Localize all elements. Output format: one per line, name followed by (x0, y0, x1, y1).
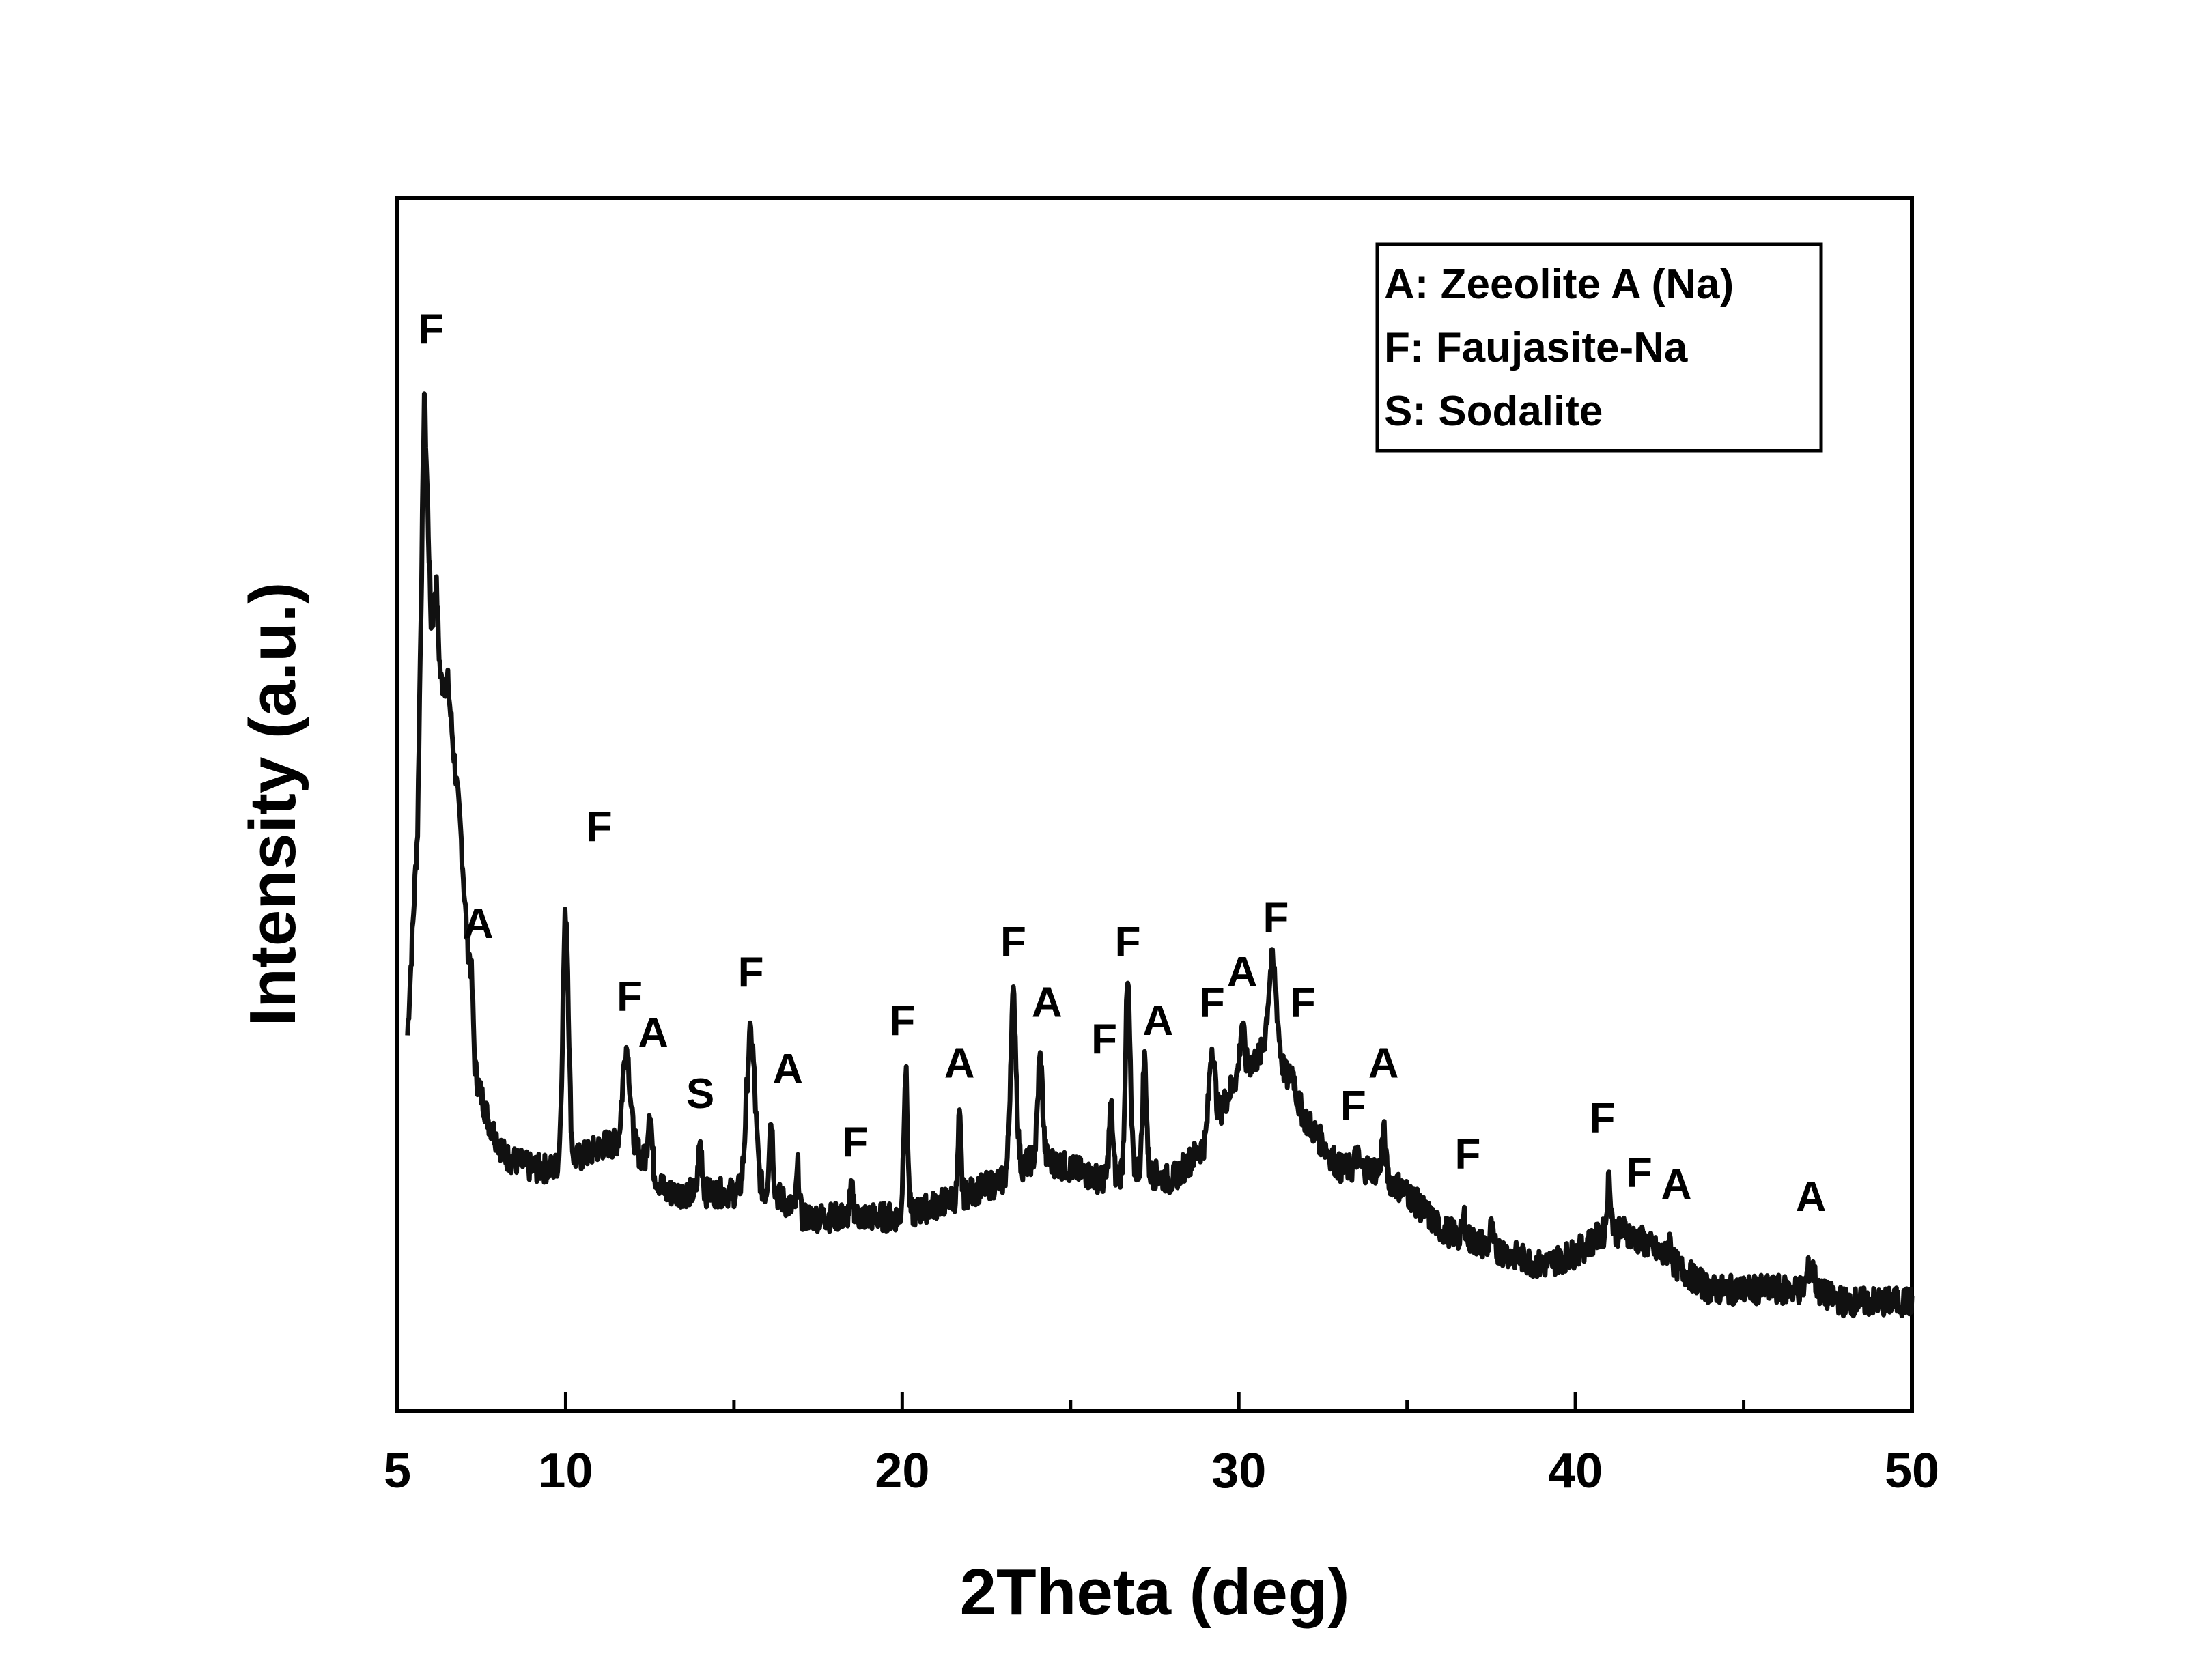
peak-label: S (686, 1070, 714, 1117)
peak-label: F (617, 973, 643, 1021)
peak-label: F (1263, 894, 1289, 941)
peak-label: A (638, 1010, 668, 1057)
x-axis-ticks (395, 1392, 1914, 1411)
legend-box (1375, 242, 1823, 453)
peak-label: F (889, 997, 915, 1044)
plot-frame (395, 196, 1914, 1413)
x-tick-label: 5 (384, 1444, 411, 1498)
peak-label: F (587, 803, 613, 851)
x-axis-tick-labels: 5 10 20 30 40 50 (384, 1444, 1939, 1498)
peak-label: F (1340, 1083, 1366, 1130)
x-tick-label: 50 (1885, 1444, 1939, 1498)
peak-label: A (772, 1046, 803, 1093)
peak-label: A (463, 900, 494, 948)
peak-label: A (1227, 949, 1258, 996)
legend: A: Zeeolite A (Na) F: Faujasite-Na S: So… (1375, 242, 1823, 453)
peak-label: F (1115, 919, 1141, 966)
peak-label: F (842, 1119, 868, 1166)
peak-label: F (418, 306, 444, 353)
y-axis-title: Intensity (a.u.) (236, 582, 309, 1027)
peak-label: F (1590, 1094, 1616, 1141)
x-tick-label: 20 (875, 1444, 929, 1498)
peak-label: F (1199, 979, 1225, 1026)
peak-label: A (1796, 1173, 1827, 1221)
x-tick-label: 40 (1548, 1444, 1603, 1498)
legend-entry-zeolite-a: A: Zeeolite A (Na) (1384, 261, 1734, 308)
x-axis-title: 2Theta (deg) (960, 1556, 1350, 1629)
peak-label: F (1627, 1149, 1652, 1196)
legend-entry-faujasite: F: Faujasite-Na (1384, 324, 1688, 371)
legend-entry-sodalite: S: Sodalite (1384, 388, 1603, 435)
peak-label: F (1454, 1131, 1480, 1178)
peak-label: F (738, 949, 764, 996)
peak-label: F (1000, 919, 1026, 966)
peak-label: A (1661, 1161, 1692, 1208)
x-tick-label: 10 (538, 1444, 593, 1498)
peak-label: F (1091, 1016, 1117, 1063)
x-tick-label: 30 (1211, 1444, 1266, 1498)
peak-label: A (1143, 997, 1174, 1044)
peak-label: A (1032, 979, 1062, 1026)
diffraction-pattern-line (405, 391, 1915, 1319)
peak-label: A (1368, 1040, 1399, 1087)
peak-label: A (944, 1040, 975, 1087)
peak-label: F (1290, 979, 1316, 1026)
